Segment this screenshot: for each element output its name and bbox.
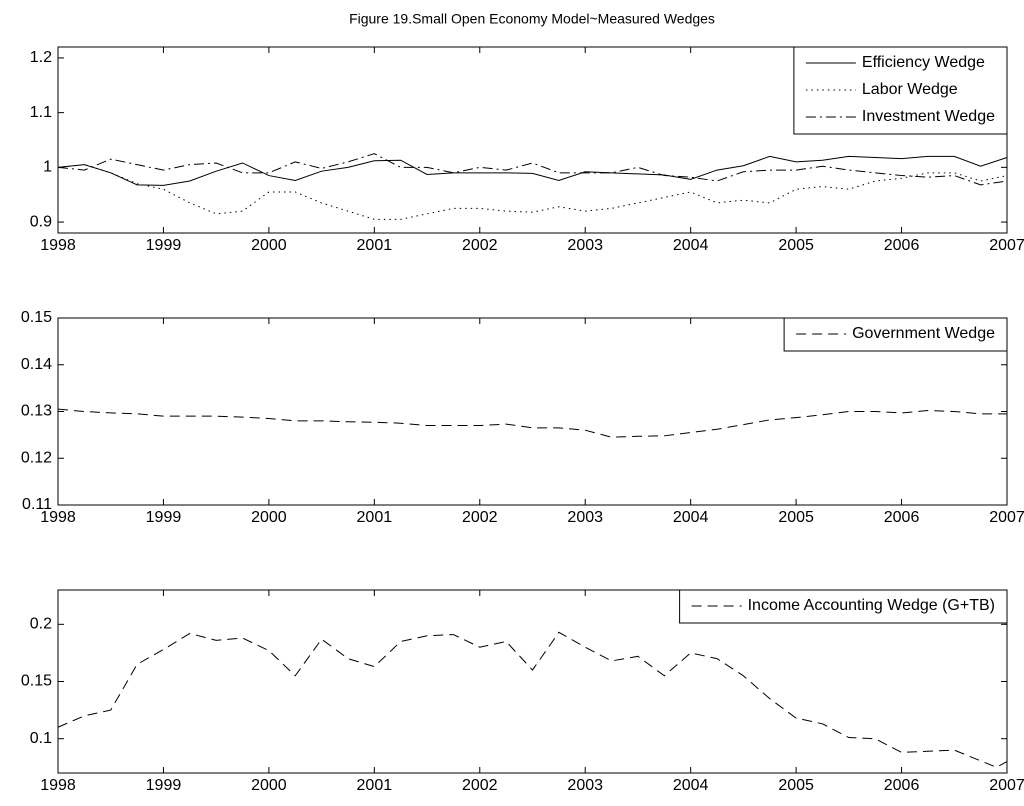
y-tick-label: 0.1 (30, 730, 52, 747)
x-tick-label: 2003 (567, 777, 603, 794)
x-tick-label: 2001 (357, 509, 393, 526)
x-tick-label: 2003 (567, 509, 603, 526)
y-tick-label: 0.12 (21, 449, 52, 466)
x-tick-label: 2000 (251, 509, 287, 526)
x-tick-label: 1998 (40, 509, 76, 526)
y-tick-label: 1 (43, 159, 52, 176)
y-tick-label: 0.15 (21, 309, 52, 326)
x-tick-label: 2005 (778, 777, 814, 794)
x-tick-label: 2005 (778, 509, 814, 526)
x-tick-label: 2006 (884, 509, 920, 526)
x-tick-label: 2006 (884, 777, 920, 794)
legend-label: Income Accounting Wedge (G+TB) (748, 597, 995, 614)
x-tick-label: 1999 (146, 237, 182, 254)
data-line (57, 153, 1008, 186)
legend-box (679, 589, 1008, 624)
x-tick-label: 2007 (989, 237, 1024, 254)
x-tick-label: 1999 (146, 777, 182, 794)
legend-label: Efficiency Wedge (862, 54, 985, 71)
y-tick-label: 0.13 (21, 403, 52, 420)
y-tick-label: 1.2 (30, 49, 52, 66)
legend-label: Labor Wedge (862, 81, 958, 98)
x-tick-label: 2006 (884, 237, 920, 254)
x-tick-label: 2004 (673, 777, 709, 794)
x-tick-label: 2007 (989, 509, 1024, 526)
x-tick-label: 2005 (778, 237, 814, 254)
x-tick-label: 2001 (357, 237, 393, 254)
legend: Efficiency Wedge Labor Wedge Investment We… (793, 46, 1008, 135)
data-line (57, 164, 1008, 220)
x-tick-label: 1998 (40, 777, 76, 794)
x-tick-label: 2003 (567, 237, 603, 254)
data-line (57, 631, 1008, 768)
data-line (57, 155, 1008, 186)
y-tick-label: 0.11 (22, 496, 52, 513)
x-tick-label: 1999 (146, 509, 182, 526)
y-tick-label: 0.15 (21, 673, 52, 690)
x-tick-label: 2007 (989, 777, 1024, 794)
y-tick-label: 0.14 (21, 356, 52, 373)
x-tick-label: 2004 (673, 509, 709, 526)
y-tick-label: 1.1 (30, 104, 52, 121)
x-tick-label: 2000 (251, 237, 287, 254)
figure-title: Figure 19.Small Open Economy Model~Measu… (349, 11, 715, 27)
legend-label: Investment Wedge (862, 108, 995, 125)
x-tick-label: 2002 (462, 509, 498, 526)
legend: Government Wedge (783, 317, 1008, 352)
x-tick-label: 1998 (40, 237, 76, 254)
y-tick-label: 0.9 (30, 213, 52, 230)
x-tick-label: 2000 (251, 777, 287, 794)
x-tick-label: 2002 (462, 777, 498, 794)
x-tick-label: 2004 (673, 237, 709, 254)
x-tick-label: 2001 (357, 777, 393, 794)
legend-box (793, 46, 1008, 135)
x-tick-label: 2002 (462, 237, 498, 254)
legend-label: Government Wedge (852, 325, 995, 342)
y-tick-label: 0.2 (30, 616, 52, 633)
legend: Income Accounting Wedge (G+TB) (679, 589, 1008, 624)
